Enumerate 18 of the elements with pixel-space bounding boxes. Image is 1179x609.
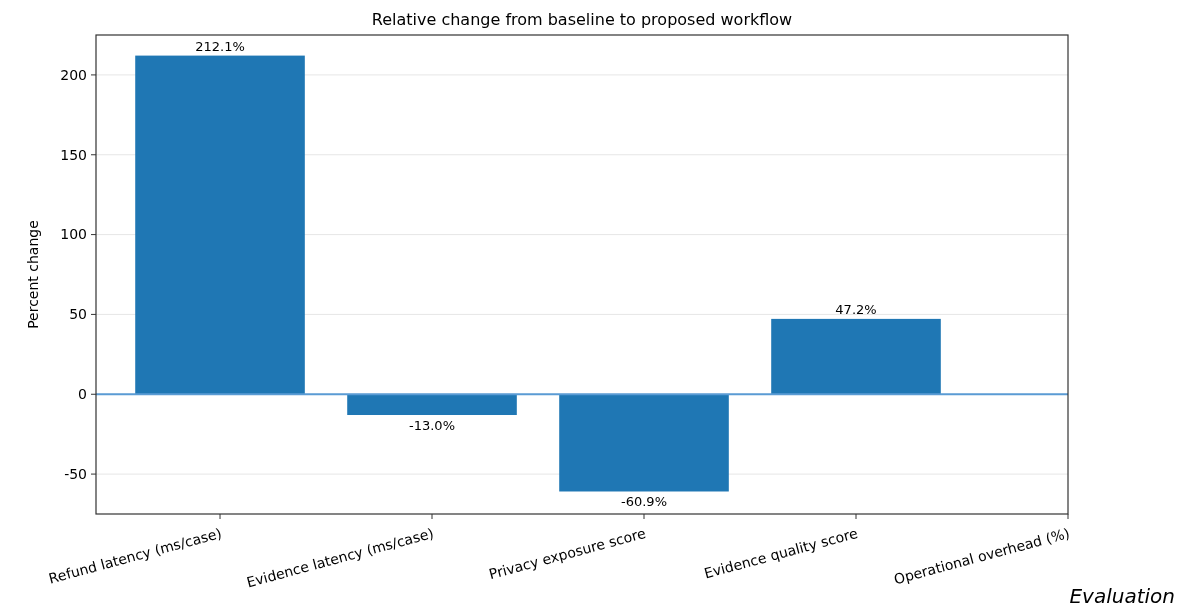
data-label: -60.9% — [621, 494, 668, 510]
bar — [559, 394, 729, 492]
y-tick-label: -50 — [64, 465, 87, 482]
text: Evaluation — [1069, 584, 1175, 608]
y-axis-title: Percent change — [25, 220, 41, 329]
y-tick-label: 200 — [60, 66, 87, 83]
data-label: -13.0% — [409, 418, 456, 434]
chart-title: Relative change from baseline to proposed workflow — [371, 10, 793, 29]
y-tick-label: 50 — [69, 306, 87, 323]
bar — [347, 394, 517, 416]
x-tick-label: Evidence quality score — [702, 524, 860, 582]
y-tick-label: 150 — [60, 146, 87, 163]
bar — [771, 318, 941, 395]
y-tick-label: 100 — [60, 226, 87, 243]
data-label: 212.1% — [195, 38, 245, 54]
data-label: 47.2% — [835, 301, 877, 317]
bar — [135, 55, 305, 395]
y-tick-label: 0 — [78, 386, 87, 403]
